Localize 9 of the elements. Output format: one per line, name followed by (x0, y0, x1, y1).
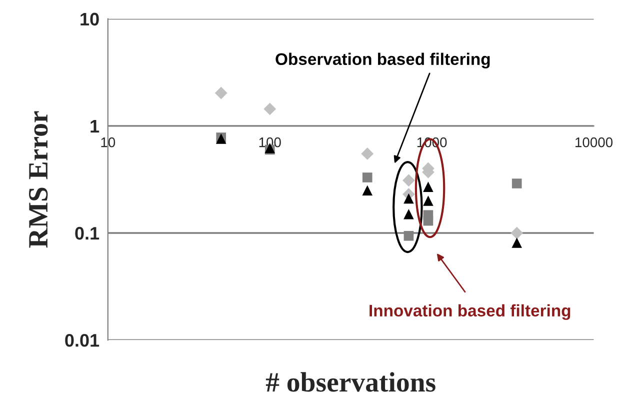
annotation: Innovation based filtering (370, 304, 570, 320)
y-tick-label: 0.01 (65, 334, 100, 347)
annotation: Observation based filtering (276, 52, 490, 68)
y-tick-label: 1 (90, 120, 100, 132)
x-axis-title: # observations (266, 372, 436, 392)
y-axis-title: RMS Error (29, 111, 48, 248)
y-tick-label: 10 (80, 12, 99, 26)
y-tick-label: 0.1 (75, 226, 100, 240)
x-tick-label: 10000 (576, 137, 613, 148)
